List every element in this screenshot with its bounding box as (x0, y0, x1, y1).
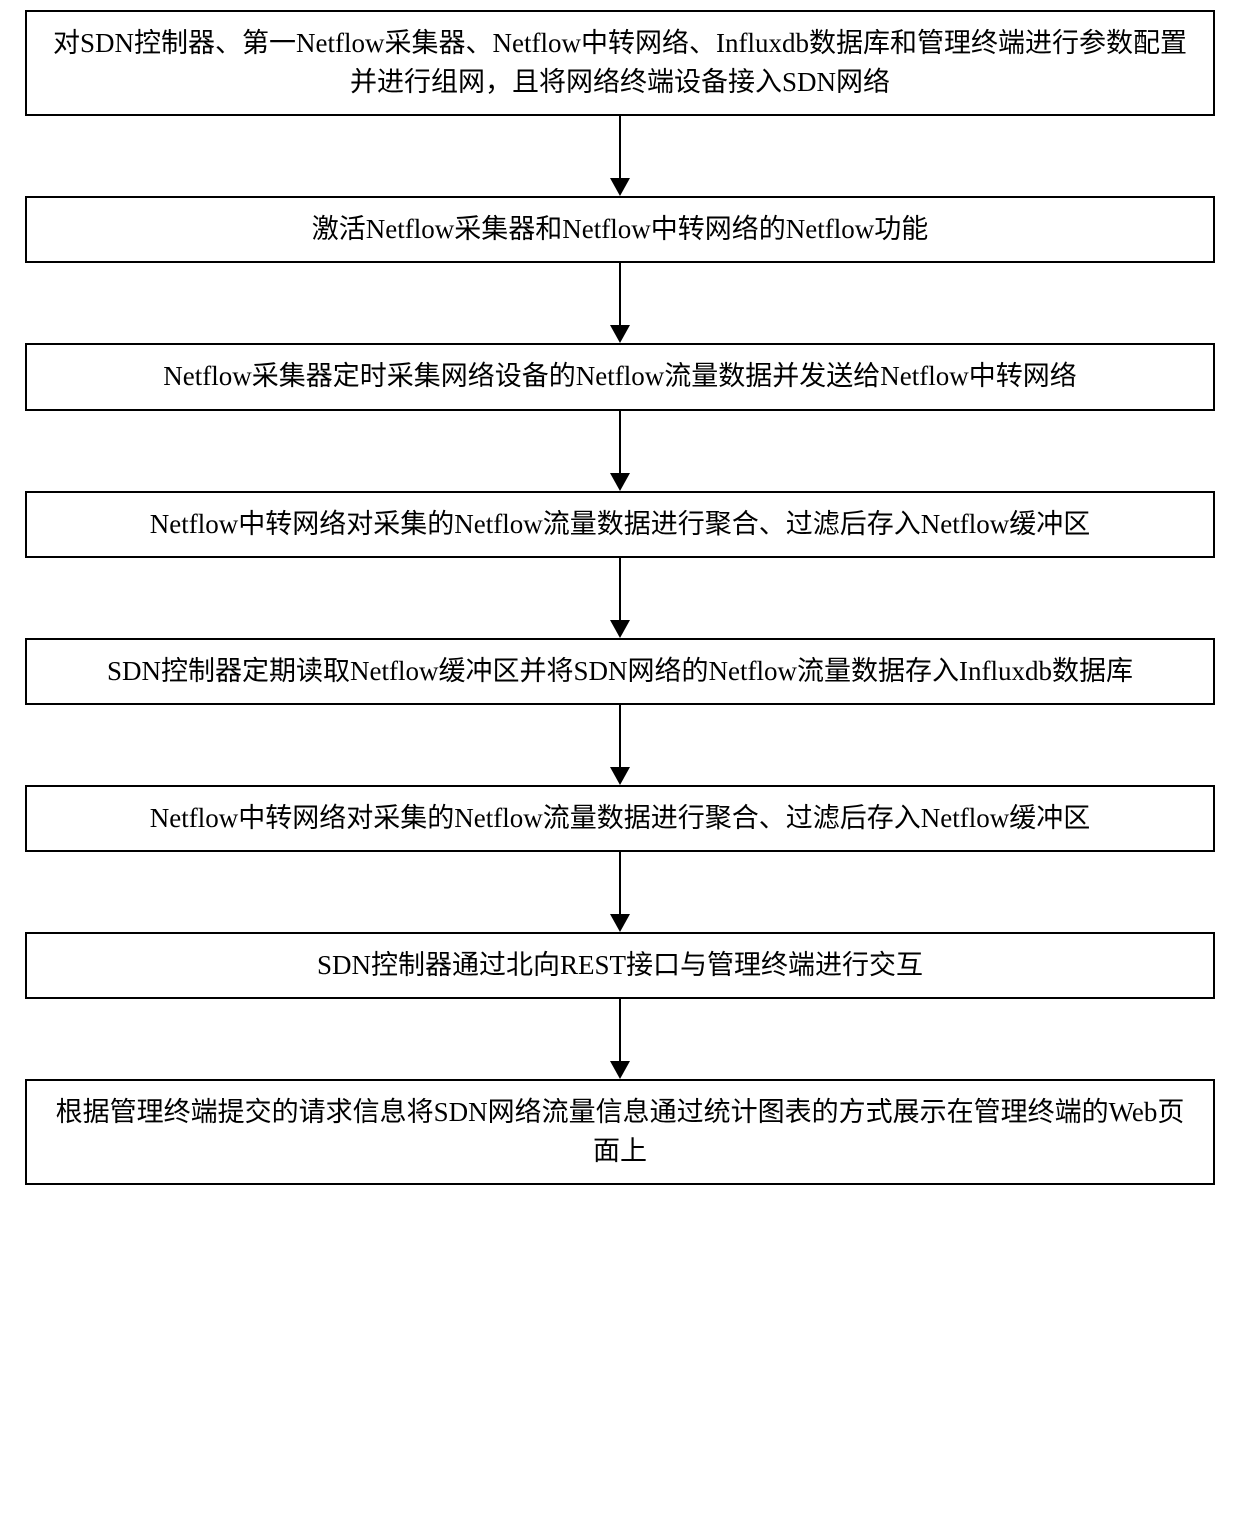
arrow-head-icon (610, 473, 630, 491)
flowchart-step: Netflow采集器定时采集网络设备的Netflow流量数据并发送给Netflo… (25, 343, 1215, 410)
arrow-line (619, 558, 621, 620)
flowchart-arrow (610, 558, 630, 638)
flowchart-step: SDN控制器通过北向REST接口与管理终端进行交互 (25, 932, 1215, 999)
step-text: 对SDN控制器、第一Netflow采集器、Netflow中转网络、Influxd… (47, 24, 1193, 102)
arrow-head-icon (610, 767, 630, 785)
flowchart-arrow (610, 411, 630, 491)
arrow-line (619, 852, 621, 914)
flowchart-arrow (610, 116, 630, 196)
step-text: 激活Netflow采集器和Netflow中转网络的Netflow功能 (312, 210, 928, 249)
arrow-head-icon (610, 620, 630, 638)
arrow-line (619, 705, 621, 767)
arrow-head-icon (610, 178, 630, 196)
step-text: Netflow采集器定时采集网络设备的Netflow流量数据并发送给Netflo… (163, 357, 1076, 396)
flowchart-arrow (610, 999, 630, 1079)
flowchart-step: Netflow中转网络对采集的Netflow流量数据进行聚合、过滤后存入Netf… (25, 785, 1215, 852)
step-text: SDN控制器通过北向REST接口与管理终端进行交互 (317, 946, 923, 985)
arrow-head-icon (610, 1061, 630, 1079)
arrow-head-icon (610, 914, 630, 932)
step-text: Netflow中转网络对采集的Netflow流量数据进行聚合、过滤后存入Netf… (150, 799, 1090, 838)
flowchart-step: Netflow中转网络对采集的Netflow流量数据进行聚合、过滤后存入Netf… (25, 491, 1215, 558)
flowchart-container: 对SDN控制器、第一Netflow采集器、Netflow中转网络、Influxd… (25, 10, 1215, 1185)
arrow-line (619, 116, 621, 178)
arrow-line (619, 999, 621, 1061)
flowchart-arrow (610, 705, 630, 785)
arrow-head-icon (610, 325, 630, 343)
flowchart-step: 激活Netflow采集器和Netflow中转网络的Netflow功能 (25, 196, 1215, 263)
step-text: Netflow中转网络对采集的Netflow流量数据进行聚合、过滤后存入Netf… (150, 505, 1090, 544)
flowchart-step: 根据管理终端提交的请求信息将SDN网络流量信息通过统计图表的方式展示在管理终端的… (25, 1079, 1215, 1185)
flowchart-step: 对SDN控制器、第一Netflow采集器、Netflow中转网络、Influxd… (25, 10, 1215, 116)
arrow-line (619, 263, 621, 325)
flowchart-arrow (610, 263, 630, 343)
step-text: 根据管理终端提交的请求信息将SDN网络流量信息通过统计图表的方式展示在管理终端的… (47, 1093, 1193, 1171)
arrow-line (619, 411, 621, 473)
flowchart-step: SDN控制器定期读取Netflow缓冲区并将SDN网络的Netflow流量数据存… (25, 638, 1215, 705)
step-text: SDN控制器定期读取Netflow缓冲区并将SDN网络的Netflow流量数据存… (107, 652, 1133, 691)
flowchart-arrow (610, 852, 630, 932)
